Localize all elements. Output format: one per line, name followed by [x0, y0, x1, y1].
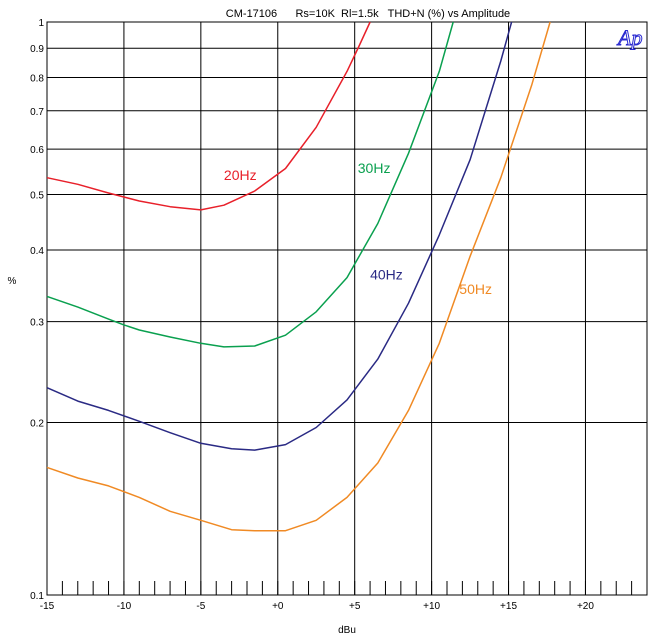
y-tick-label: 1 [38, 18, 44, 29]
plot-frame [46, 21, 648, 596]
x-tick-labels: -15 -10 -5 +0 +5 +10 +15 +20 [40, 601, 595, 612]
y-tick-labels: 1 0.9 0.8 0.7 0.6 0.5 0.4 0.3 0.2 0.1 [30, 18, 44, 602]
series-label-30hz: 30Hz [358, 160, 391, 176]
chart-title: CM-17106 Rs=10K Rl=1.5k THD+N (%) vs Amp… [226, 8, 510, 20]
series-label-20hz: 20Hz [224, 167, 257, 183]
series-line-20hz [46, 21, 371, 211]
x-tick-label: +20 [577, 601, 594, 612]
series-label-40hz: 40Hz [370, 267, 403, 283]
x-axis-label: dBu [338, 625, 356, 636]
minor-x-ticks [46, 581, 648, 595]
y-tick-label: 0.8 [30, 74, 44, 85]
series-labels: 20Hz 30Hz 40Hz 50Hz [224, 160, 492, 297]
x-tick-label: -10 [117, 601, 132, 612]
series-lines [46, 21, 551, 532]
series-line-30hz [46, 21, 454, 348]
series-label-50hz: 50Hz [459, 281, 492, 297]
y-axis-label: % [8, 276, 17, 287]
y-tick-label: 0.2 [30, 419, 44, 430]
y-tick-label: 0.6 [30, 145, 44, 156]
y-tick-label: 0.5 [30, 190, 44, 201]
audio-precision-logo: Ap [616, 25, 642, 50]
x-tick-label: +15 [500, 601, 517, 612]
y-tick-label: 0.4 [30, 246, 44, 257]
y-tick-label: 0.1 [30, 591, 44, 602]
y-tick-label: 0.3 [30, 318, 44, 329]
x-tick-label: -15 [40, 601, 55, 612]
series-line-50hz [46, 21, 551, 532]
series-line-40hz [46, 21, 513, 451]
y-tick-label: 0.7 [30, 107, 44, 118]
x-tick-label: +0 [272, 601, 284, 612]
x-tick-label: +5 [349, 601, 361, 612]
y-tick-label: 0.9 [30, 44, 44, 55]
x-tick-label: +10 [423, 601, 440, 612]
x-tick-label: -5 [196, 601, 205, 612]
